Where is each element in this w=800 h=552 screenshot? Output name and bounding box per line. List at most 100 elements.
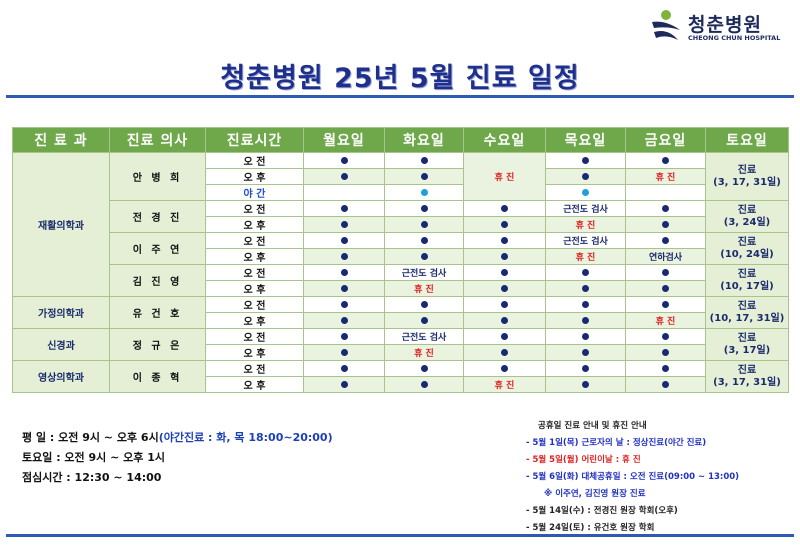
clinic-dot (420, 156, 428, 164)
clinic-dot (662, 220, 669, 228)
session-label: 오 후 (205, 248, 304, 265)
night-clinic-dot (420, 188, 428, 196)
table-row: 오 후 휴 진 (13, 312, 789, 329)
session-label: 오 후 (205, 168, 304, 185)
clinic-dot (662, 364, 669, 372)
department-radiology: 영상의학과 (12, 360, 110, 393)
saturday-schedule: 진료 (3, 17일) (705, 328, 789, 361)
schedule-cell (384, 232, 464, 249)
schedule-cell: 근전도 검사 (384, 264, 464, 281)
schedule-cell (463, 216, 546, 233)
clinic-dot (340, 364, 348, 372)
schedule-cell (545, 376, 626, 393)
schedule-cell (303, 168, 385, 185)
schedule-cell: 휴 진 (463, 152, 546, 201)
schedule-cell (303, 360, 385, 377)
clinic-dot (501, 316, 508, 324)
session-label: 오 전 (205, 360, 304, 377)
hospital-logo-icon (652, 10, 680, 40)
schedule-cell (384, 248, 464, 265)
clinic-dot (420, 220, 428, 228)
schedule-cell (463, 280, 546, 297)
schedule-cell (384, 312, 464, 329)
night-clinic-dot (582, 188, 589, 196)
schedule-cell: 휴 진 (384, 280, 464, 297)
session-label: 오 전 (205, 296, 304, 313)
header-tuesday: 화요일 (384, 127, 464, 153)
schedule-cell (625, 360, 706, 377)
clinic-dot (340, 332, 348, 340)
schedule-cell (384, 184, 464, 201)
schedule-cell (625, 376, 706, 393)
page-title: 청춘병원 25년 5월 진료 일정 (220, 63, 580, 94)
schedule-cell (303, 312, 385, 329)
emg-test-label: 근전도 검사 (563, 205, 608, 215)
schedule-cell (625, 232, 706, 249)
session-label: 오 후 (205, 216, 304, 233)
saturday-hours: 토요일 : 오전 9시 ~ 오후 1시 (22, 451, 165, 464)
clinic-dot (501, 300, 508, 308)
hospital-logo: 청춘병원 CHEONG CHUN HOSPITAL (648, 8, 790, 44)
day-off-label: 휴 진 (575, 221, 596, 231)
saturday-schedule: 진료 (10, 17, 31일) (705, 296, 789, 329)
day-off-label: 휴 진 (655, 317, 676, 327)
schedule-cell (545, 296, 626, 313)
table-row: 가정의학과 유 건 호 오 전 진료 (10, 17, 31일) (12, 296, 789, 329)
clinic-dot (662, 300, 669, 308)
schedule-cell (384, 168, 464, 185)
clinic-dot (340, 380, 348, 388)
notice-subitem: ※ 이주연, 김진영 원장 진료 (544, 489, 646, 499)
schedule-cell: 근전도 검사 (545, 200, 626, 217)
schedule-cell (303, 344, 385, 361)
session-label: 오 전 (205, 232, 304, 249)
clinic-dot (501, 204, 508, 212)
clinic-dot (340, 268, 348, 276)
doctor-name: 정 규 은 (109, 328, 206, 361)
doctor-name: 김 진 영 (109, 264, 206, 297)
schedule-cell (384, 296, 464, 313)
schedule-cell (463, 200, 546, 217)
clinic-dot (420, 300, 428, 308)
table-row: 오 후 휴 진 (13, 280, 789, 297)
schedule-cell: 휴 진 (384, 344, 464, 361)
schedule-cell (625, 296, 706, 313)
clinic-dot (662, 348, 669, 356)
clinic-dot (501, 252, 508, 260)
header-monday: 월요일 (303, 127, 385, 153)
saturday-schedule: 진료 (3, 17, 31일) (705, 152, 789, 201)
emg-test-label: 근전도 검사 (401, 269, 447, 279)
saturday-schedule: 진료 (3, 17, 31일) (705, 360, 789, 393)
clinic-dot (340, 220, 348, 228)
schedule-cell (303, 264, 385, 281)
clinic-dot (582, 156, 589, 164)
schedule-cell: 근전도 검사 (545, 232, 626, 249)
clinic-dot (340, 316, 348, 324)
clinic-dot (501, 348, 508, 356)
table-row: 오 후 휴 진 (13, 216, 789, 233)
department-rehab: 재활의학과 (12, 152, 110, 297)
schedule-cell (545, 328, 626, 345)
clinic-dot (582, 284, 589, 292)
clinic-dot (501, 220, 508, 228)
saturday-schedule: 진료 (10, 24일) (705, 232, 789, 265)
schedule-cell (384, 200, 464, 217)
clinic-dot (662, 236, 669, 244)
top-divider (6, 95, 794, 98)
doctor-name: 이 종 혁 (109, 360, 206, 393)
weekday-hours: 평 일 : 오전 9시 ~ 오후 6시(야간진료 : 화, 목 18:00~20… (22, 431, 333, 444)
table-row: 오 후 휴 진 (13, 344, 789, 361)
emg-test-label: 근전도 검사 (401, 333, 447, 343)
session-label: 오 후 (205, 344, 304, 361)
clinic-dot (662, 204, 669, 212)
schedule-cell (463, 264, 546, 281)
table-row: 김 진 영 오 전 근전도 검사 진료 (10, 17일) (13, 264, 789, 297)
schedule-cell (625, 344, 706, 361)
schedule-cell (384, 216, 464, 233)
clinic-dot (582, 268, 589, 276)
schedule-cell (303, 232, 385, 249)
header-saturday: 토요일 (705, 127, 789, 153)
schedule-cell (463, 312, 546, 329)
clinic-dot (501, 268, 508, 276)
schedule-cell (303, 296, 385, 313)
day-off-label: 휴 진 (414, 349, 434, 359)
